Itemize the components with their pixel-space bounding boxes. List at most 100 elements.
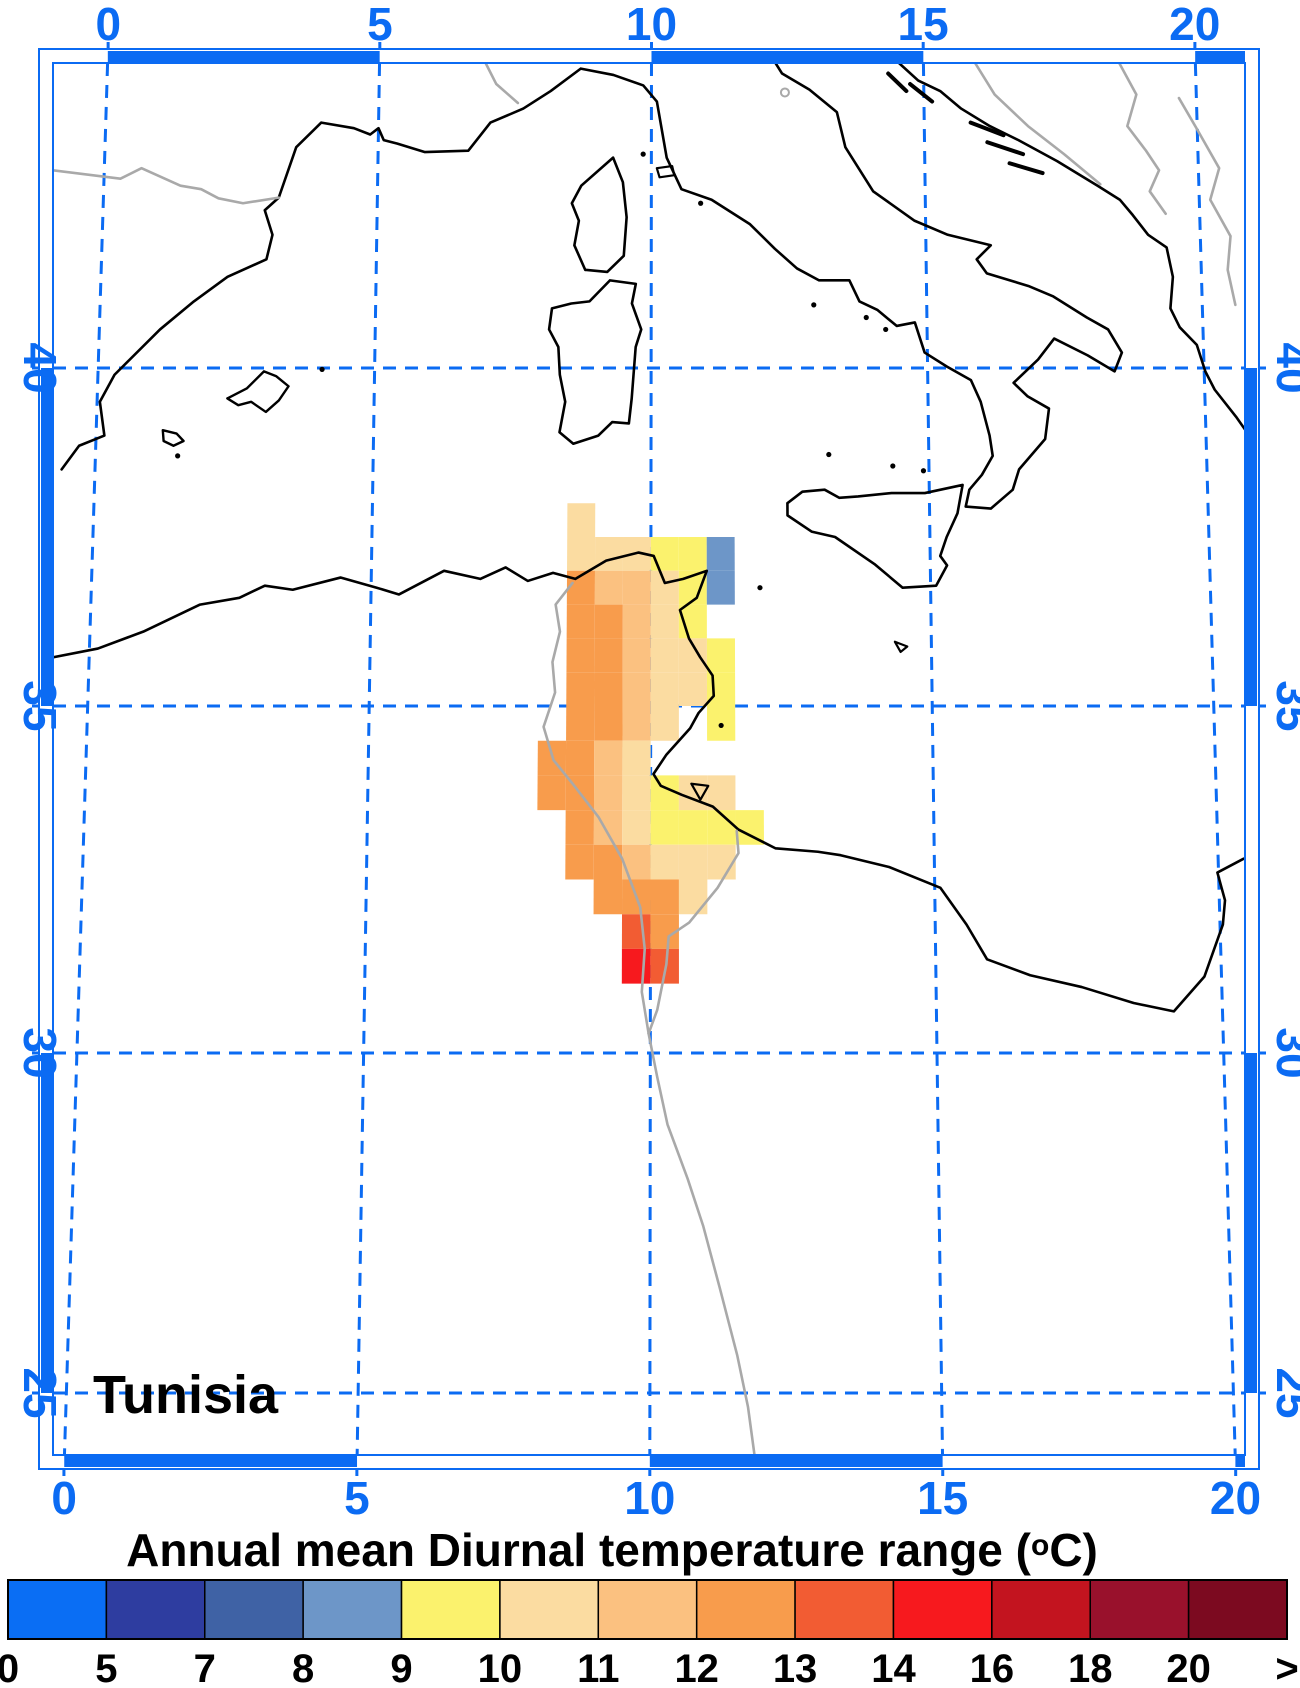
island-dot-3 [811, 302, 817, 308]
cell-r1-c6 [706, 537, 735, 571]
cell-r3-c2 [594, 604, 623, 639]
colorbar-label->: > [1275, 1647, 1298, 1688]
cell-r3-c3 [622, 604, 651, 639]
zebra-seg [1235, 1456, 1245, 1467]
island-dot-11 [826, 451, 832, 458]
lat-label-left-35: 35 [14, 680, 66, 731]
frame-inner [52, 62, 1246, 1456]
cell-r9-c7 [735, 810, 764, 845]
border-alps [484, 63, 520, 105]
coast-corsica [570, 156, 628, 274]
border-algeria_tunisia [542, 581, 650, 1035]
island-sliver-2 [968, 120, 1006, 138]
cell-r5-c4 [650, 672, 679, 706]
cell-r5-c5 [678, 672, 708, 706]
colorbar-label-11: 11 [577, 1647, 619, 1688]
cell-r10-c2 [593, 844, 623, 880]
cell-r4-c4 [650, 638, 679, 673]
colorbar-patch-4 [400, 1579, 501, 1640]
border-dinaric1 [1117, 63, 1167, 216]
coast-sardinia [547, 279, 643, 446]
zebra-seg [41, 368, 52, 706]
cell-r6-c2 [594, 706, 623, 741]
cell-r10-c1 [565, 844, 594, 880]
island-dot-7 [920, 468, 927, 474]
cell-r9-c5 [678, 810, 708, 845]
cell-r0-c1 [567, 503, 596, 537]
coast-mallorca [226, 370, 290, 414]
lat-label-left-40: 40 [14, 342, 66, 393]
colorbar-label-9: 9 [390, 1647, 412, 1688]
cell-r3-c1 [566, 604, 595, 639]
cell-r6-c3 [622, 706, 651, 741]
island-dot-9 [698, 200, 704, 206]
lon-label-bottom-0: 0 [51, 1472, 77, 1524]
zebra-seg [1246, 368, 1257, 706]
cell-r4-c2 [594, 638, 623, 673]
island-sliver-3 [985, 140, 1026, 157]
colorbar-patch-7 [695, 1579, 796, 1640]
cell-r9-c1 [565, 810, 594, 845]
cell-r2-c3 [622, 570, 651, 605]
cell-r10-c5 [678, 844, 708, 880]
border-algeria_libya [647, 1032, 756, 1455]
region-label: Tunisia [93, 1365, 279, 1425]
cell-r2-c4 [650, 570, 679, 605]
meridian-10 [648, 63, 653, 1455]
lon-label-bottom-10: 10 [624, 1472, 675, 1524]
cell-r6-c1 [566, 706, 595, 741]
lon-label-top-5: 5 [367, 0, 393, 50]
cell-r2-c2 [594, 570, 623, 605]
colorbar-patch-2 [204, 1579, 304, 1640]
border-dinaric2 [1177, 96, 1237, 307]
cell-r10-c3 [622, 844, 651, 880]
island-sliver-4 [1007, 161, 1045, 176]
cell-r7-c1 [565, 740, 595, 776]
colorbar-label-7: 7 [194, 1647, 216, 1688]
cell-r8-c3 [622, 775, 651, 811]
coast-elba [655, 164, 676, 179]
cell-r8-c4 [650, 775, 679, 811]
lat-label-left-25: 25 [14, 1367, 66, 1418]
island-sliver-1 [908, 82, 935, 104]
coast-malta [893, 640, 909, 654]
cell-r9-c4 [650, 810, 679, 845]
island-dot-0 [319, 366, 325, 372]
cell-r4-c6 [706, 638, 736, 673]
lon-label-top-10: 10 [626, 0, 677, 50]
colorbar-patch-1 [105, 1579, 206, 1640]
figure-title: Annual mean Diurnal temperature range (o… [126, 1524, 1098, 1576]
cell-r11-c4 [650, 879, 679, 915]
colorbar-label-5: 5 [95, 1647, 117, 1688]
coast-europe [60, 63, 1124, 510]
colorbar-label-20: 20 [1166, 1647, 1211, 1688]
cell-r1-c1 [567, 537, 596, 571]
colorbar-label-10: 10 [478, 1647, 523, 1688]
island-dot-4 [863, 314, 869, 321]
colorbar-patch-5 [499, 1579, 600, 1640]
zebra-seg [64, 1456, 358, 1467]
zebra-seg [107, 51, 380, 62]
colorbar-patch-8 [794, 1579, 895, 1640]
island-dot-5 [883, 326, 889, 333]
cell-r5-c6 [706, 672, 736, 706]
colorbar-label-18: 18 [1068, 1647, 1113, 1688]
cell-r9-c6 [707, 810, 736, 845]
lat-label-right-30: 30 [1267, 1027, 1300, 1078]
colorbar-outline [7, 1579, 1288, 1640]
island-dot-2 [757, 585, 763, 591]
colorbar-patch-10 [991, 1579, 1091, 1640]
lat-label-right-40: 40 [1267, 342, 1300, 393]
lon-label-bottom-5: 5 [344, 1472, 370, 1524]
colorbar-label-16: 16 [970, 1647, 1015, 1688]
zebra-seg [41, 1053, 52, 1393]
border-dot-0 [779, 87, 790, 98]
lon-label-bottom-15: 15 [917, 1472, 968, 1524]
figure-title-suffix: C) [1049, 1524, 1098, 1576]
colorbar-label-12: 12 [674, 1647, 719, 1688]
cell-r6-c4 [650, 706, 679, 741]
colorbar-label-0: 0 [0, 1647, 19, 1688]
cell-r12-c3 [621, 914, 651, 949]
cell-r1-c4 [650, 537, 679, 571]
